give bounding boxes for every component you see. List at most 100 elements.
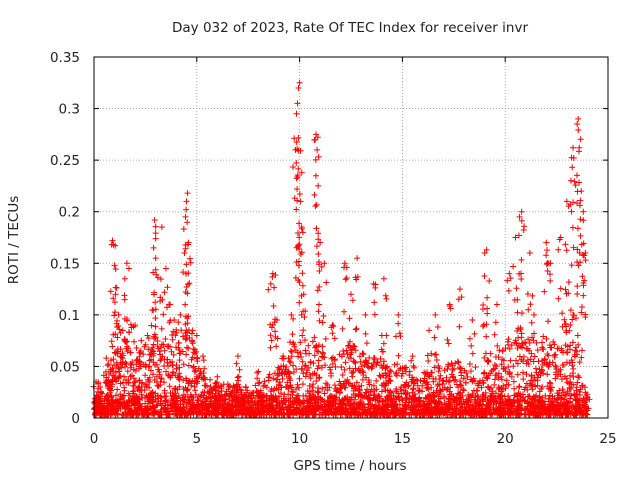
data-point: [247, 408, 254, 415]
data-point: [539, 367, 546, 374]
data-point: [182, 289, 189, 296]
data-point: [225, 403, 232, 410]
data-point: [300, 291, 307, 298]
data-point: [189, 340, 196, 347]
data-point: [298, 225, 305, 232]
data-point: [481, 354, 488, 361]
data-point: [395, 320, 402, 327]
data-point: [150, 371, 157, 378]
x-axis-label: GPS time / hours: [293, 458, 406, 474]
data-point: [484, 357, 491, 364]
data-point: [358, 392, 365, 399]
data-point: [312, 172, 319, 179]
data-point: [117, 380, 124, 387]
data-point: [563, 329, 570, 336]
data-point: [539, 346, 546, 353]
data-point: [424, 394, 431, 401]
data-point: [189, 394, 196, 401]
data-point: [341, 384, 348, 391]
data-point: [328, 372, 335, 379]
data-point: [302, 308, 309, 315]
data-point: [474, 387, 481, 394]
data-point: [352, 359, 359, 366]
data-point: [296, 398, 303, 405]
data-point: [564, 388, 571, 395]
data-point: [110, 356, 117, 363]
data-point: [357, 399, 364, 406]
data-point: [495, 384, 502, 391]
data-point: [290, 362, 297, 369]
data-point: [310, 405, 317, 412]
data-point: [556, 368, 563, 375]
data-point: [549, 405, 556, 412]
data-point: [185, 408, 192, 415]
data-point: [137, 363, 144, 370]
data-point: [550, 338, 557, 345]
data-point: [352, 392, 359, 399]
data-point: [111, 373, 118, 380]
data-point: [161, 387, 168, 394]
data-point: [437, 395, 444, 402]
data-point: [436, 381, 443, 388]
data-point: [421, 406, 428, 413]
data-point: [388, 368, 395, 375]
data-point: [290, 163, 297, 170]
data-point: [329, 354, 336, 361]
data-point: [424, 352, 431, 359]
data-point: [384, 394, 391, 401]
data-point: [306, 382, 313, 389]
data-point: [168, 405, 175, 412]
data-point: [380, 358, 387, 365]
data-point: [370, 392, 377, 399]
data-point: [169, 336, 176, 343]
data-point: [290, 341, 297, 348]
data-point: [160, 311, 167, 318]
data-point: [580, 282, 587, 289]
data-point: [147, 394, 154, 401]
data-point: [403, 395, 410, 402]
data-point: [329, 330, 336, 337]
data-point: [200, 357, 207, 364]
data-point: [337, 409, 344, 416]
data-point: [472, 364, 479, 371]
data-point: [138, 406, 145, 413]
data-point: [345, 380, 352, 387]
data-point: [344, 396, 351, 403]
data-point: [393, 369, 400, 376]
data-point: [388, 402, 395, 409]
data-point: [493, 363, 500, 370]
data-point: [483, 246, 490, 253]
data-point: [403, 394, 410, 401]
data-point: [290, 315, 297, 322]
data-point: [346, 365, 353, 372]
data-point: [296, 234, 303, 241]
data-point: [525, 306, 532, 313]
data-point: [183, 198, 190, 205]
data-point: [322, 335, 329, 342]
data-point: [95, 379, 102, 386]
data-point: [235, 400, 242, 407]
data-point: [290, 369, 297, 376]
data-point: [555, 345, 562, 352]
data-point: [276, 401, 283, 408]
data-point: [276, 367, 283, 374]
data-point: [379, 398, 386, 405]
data-point: [133, 361, 140, 368]
data-point: [505, 364, 512, 371]
data-point: [166, 372, 173, 379]
data-point: [346, 380, 353, 387]
data-point: [356, 353, 363, 360]
data-point: [574, 121, 581, 128]
data-point: [475, 409, 482, 416]
data-point: [142, 363, 149, 370]
data-point: [431, 364, 438, 371]
data-point: [100, 372, 107, 379]
data-point: [168, 348, 175, 355]
data-point: [333, 388, 340, 395]
data-point: [319, 385, 326, 392]
data-point: [476, 377, 483, 384]
data-point: [359, 409, 366, 416]
data-point: [544, 247, 551, 254]
data-point: [172, 372, 179, 379]
data-point: [436, 406, 443, 413]
